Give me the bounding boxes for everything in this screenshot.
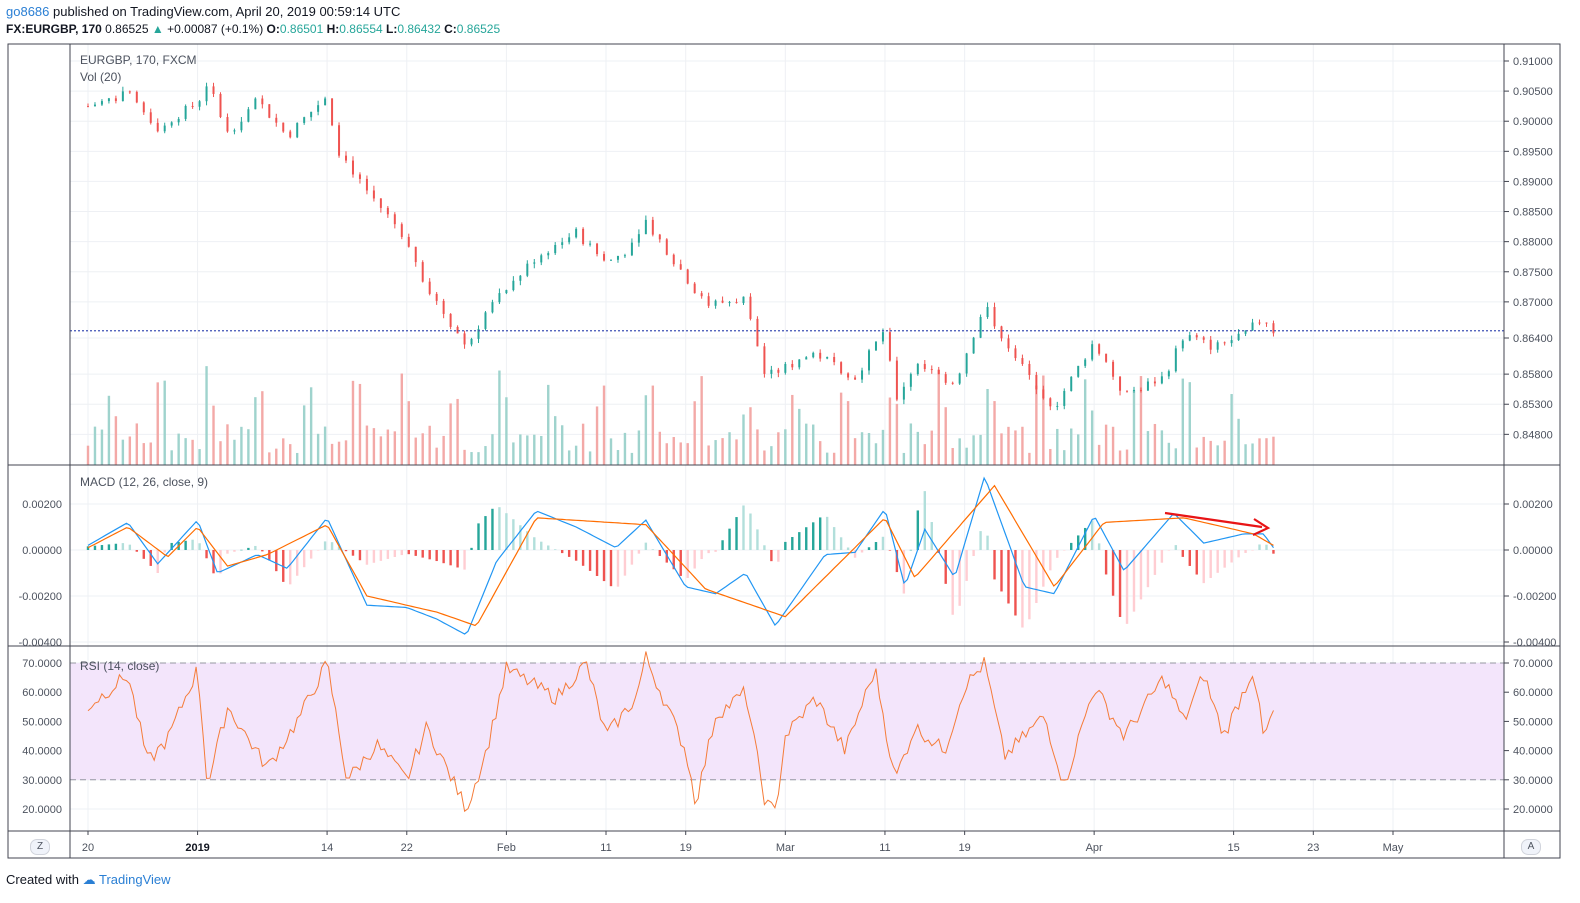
rsi-left-tick-label: 30.0000 [22,775,62,787]
price-tick-label: 0.84800 [1513,429,1553,441]
last-price: 0.86525 [105,22,149,36]
rsi-left-tick-label: 70.0000 [22,658,62,670]
tradingview-brand[interactable]: TradingView [99,872,171,887]
price-tick-label: 0.90500 [1513,86,1553,98]
main-pane-title: EURGBP, 170, FXCM [80,53,196,67]
rsi-line [87,651,1274,813]
time-tick-label: 22 [401,842,413,854]
low-label: L: [386,22,398,36]
price-tick-label: 0.89500 [1513,146,1553,158]
price-tick-label: 0.86400 [1513,333,1553,345]
macd-tick-label: -0.00400 [1513,637,1556,649]
macd-line [87,476,1274,635]
price-tick-label: 0.88500 [1513,207,1553,219]
rsi-left-tick-label: 40.0000 [22,746,62,758]
price-tick-label: 0.85800 [1513,369,1553,381]
time-tick-label: Apr [1086,842,1103,854]
time-tick-label: 11 [879,842,890,854]
time-tick-label: 23 [1307,842,1319,854]
time-tick-label: May [1383,842,1404,854]
rsi-tick-label: 40.0000 [1513,746,1553,758]
signal-line [87,484,1274,627]
macd-left-tick-label: 0.00000 [22,545,62,557]
time-tick-label: 19 [680,842,692,854]
rsi-tick-label: 50.0000 [1513,716,1553,728]
price-tick-label: 0.89000 [1513,176,1553,188]
open-value: 0.86501 [279,22,324,36]
rsi-left-tick-label: 50.0000 [22,716,62,728]
high-value: 0.86554 [339,22,383,36]
time-axis[interactable]: 20 2019 14 22 Feb 11 19 Mar 11 19 Apr 15 23 May [82,831,1404,854]
open-label: O: [266,22,280,36]
close-value: 0.86525 [456,22,501,36]
price-tick-label: 0.91000 [1513,56,1553,68]
time-tick-label: 19 [959,842,971,854]
macd-left-tick-label: -0.00400 [19,637,62,649]
close-label: C: [444,22,457,36]
pane-frames [7,43,1561,859]
publish-line: go8686 published on TradingView.com, Apr… [6,4,400,19]
price-tick-label: 0.90000 [1513,116,1553,128]
candles [87,82,1275,411]
time-tick-label: 15 [1227,842,1239,854]
change-value: +0.00087 (+0.1%) [167,22,264,36]
trend-arrow-drawing[interactable] [1164,511,1271,536]
rsi-tick-label: 60.0000 [1513,687,1553,699]
time-tick-label: 2019 [185,842,209,854]
rsi-band [70,663,1504,780]
macd-histogram [86,491,1275,628]
time-tick-label: Feb [497,842,516,854]
symbol-label: FX:EURGBP, 170 [6,22,102,36]
auto-scale-button[interactable]: A [1521,839,1541,855]
macd-pane-title: MACD (12, 26, close, 9) [80,475,208,489]
price-tick-label: 0.85300 [1513,399,1553,411]
price-tick-label: 0.87500 [1513,267,1553,279]
volume-legend: Vol (20) [80,70,121,84]
time-tick-label: 20 [82,842,94,854]
time-tick-label: 11 [600,842,611,854]
macd-tick-label: 0.00000 [1513,545,1553,557]
rsi-tick-label: 20.0000 [1513,804,1553,816]
macd-tick-label: 0.00200 [1513,499,1553,511]
author-link[interactable]: go8686 [6,4,50,19]
price-axis[interactable]: 0.91000 0.90500 0.90000 0.89500 0.89000 0.885… [19,56,1557,816]
volume-bars [86,366,1275,465]
tradingview-logo-icon: ☁ [82,872,96,887]
footer: Created with ☁ TradingView [6,872,171,888]
change-up-icon: ▲ [151,22,164,36]
high-label: H: [326,22,340,36]
time-tick-label: 14 [321,842,333,854]
published-text: published on TradingView.com, April 20, … [53,4,401,19]
rsi-left-tick-label: 20.0000 [22,804,62,816]
rsi-tick-label: 70.0000 [1513,658,1553,670]
time-tick-label: Mar [776,842,795,854]
macd-left-tick-label: 0.00200 [22,499,62,511]
macd-tick-label: -0.00200 [1513,591,1556,603]
ohlc-line: FX:EURGBP, 170 0.86525 ▲ +0.00087 (+0.1%… [6,22,500,36]
macd-left-tick-label: -0.00200 [19,591,62,603]
rsi-tick-label: 30.0000 [1513,775,1553,787]
low-value: 0.86432 [397,22,441,36]
rsi-pane-title: RSI (14, close) [80,659,159,673]
price-tick-label: 0.87000 [1513,297,1553,309]
price-tick-label: 0.88000 [1513,237,1553,249]
rsi-left-tick-label: 60.0000 [22,687,62,699]
zoom-corner-button[interactable]: Z [30,839,50,855]
created-with-text: Created with [6,872,79,887]
